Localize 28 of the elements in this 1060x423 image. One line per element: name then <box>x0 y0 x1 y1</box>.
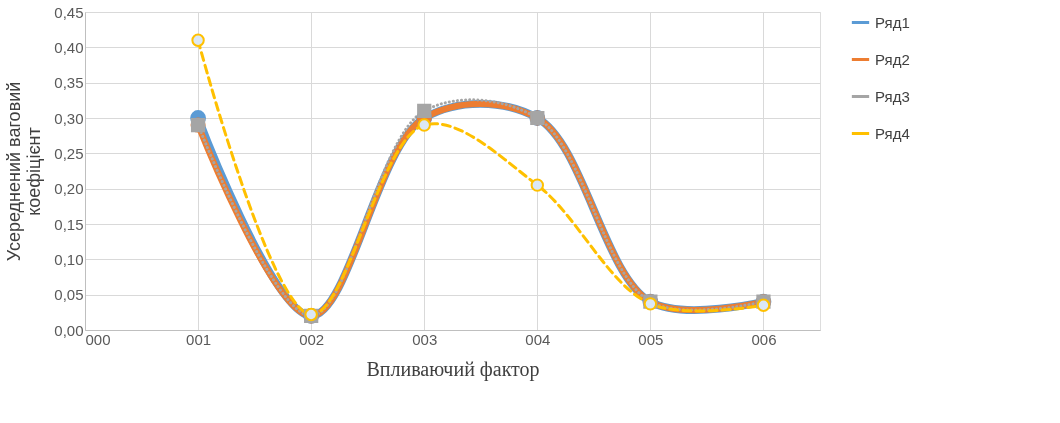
y-tick-label: 0,45 <box>54 3 84 21</box>
x-tick-label: 000 <box>85 330 111 348</box>
point <box>530 178 545 192</box>
point <box>756 298 771 312</box>
x-tick-label: 001 <box>186 330 212 348</box>
point <box>417 103 432 119</box>
y-tick-label: 0,30 <box>54 109 84 127</box>
legend-label: Ряд1 <box>875 13 910 31</box>
x-tick-label: 006 <box>751 330 777 348</box>
x-tick-label: 003 <box>412 330 438 348</box>
x-axis-title: Впливаючий фактор <box>366 357 540 381</box>
y-tick-label: 0,20 <box>54 180 84 198</box>
x-tick-label: 002 <box>299 330 325 348</box>
y-tick-label: 0,35 <box>54 74 84 92</box>
y-axis-title: Усереднений ваговий коефіцієнт <box>4 81 45 262</box>
y-tick-label: 0,00 <box>54 321 84 339</box>
point <box>417 118 431 132</box>
y-tick-label: 0,10 <box>54 250 84 268</box>
legend-label: Ряд2 <box>875 50 910 68</box>
point <box>191 33 205 47</box>
y-tick-label: 0,25 <box>54 144 84 162</box>
legend-label: Ряд3 <box>875 87 910 105</box>
x-tick-label: 005 <box>638 330 664 348</box>
y-tick-label: 0,05 <box>54 286 84 304</box>
y-tick-label: 0,40 <box>54 38 84 56</box>
y-tick-label: 0,15 <box>54 215 84 233</box>
legend-label: Ряд4 <box>875 124 910 142</box>
x-tick-label: 004 <box>525 330 551 348</box>
